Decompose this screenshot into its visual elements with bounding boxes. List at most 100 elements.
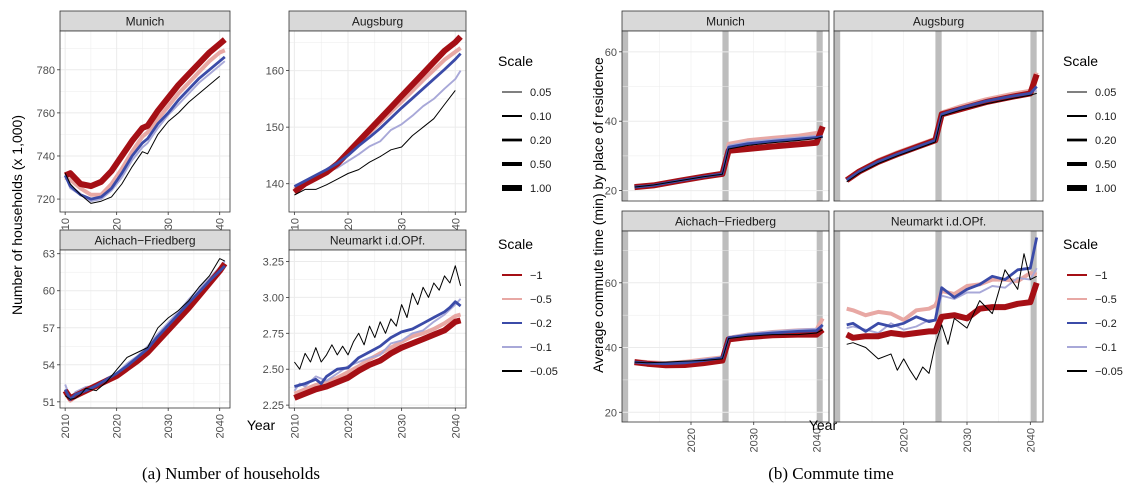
panel-border <box>59 249 231 409</box>
legend-label: −0.5 <box>1095 294 1117 306</box>
color-legend-title: Scale <box>498 236 533 252</box>
y-tick-label: 2.50 <box>263 364 284 376</box>
series-line-neg0.1 <box>64 260 226 400</box>
households-panel-3: Neumarkt i.d.OPf. 2.25 2.50 2.75 3.00 3.25 201… <box>263 229 467 438</box>
panel-title: Munich <box>706 15 745 29</box>
series-line-neg0.05 <box>846 92 1037 183</box>
shaded-region <box>816 31 823 201</box>
commute-y-axis-title: Average commute time (min) by place of r… <box>590 57 606 373</box>
legend-label: −0.2 <box>1095 318 1117 330</box>
households-panels: Munich 720 740 760 780 2010 2020 2030 2040 Augsbu… <box>37 10 467 438</box>
households-panel-1: Augsburg1401501602010202020302040 <box>266 10 467 242</box>
width-legend-title: Scale <box>1063 53 1098 69</box>
series-line-neg0.05 <box>634 136 823 188</box>
series-line-neg0.2 <box>293 52 462 188</box>
series-line-neg0.05 <box>64 75 221 204</box>
y-tick-label: 760 <box>37 108 55 120</box>
commute-panel-0: Munich 20 40 60 <box>605 10 830 202</box>
legend-label: 1.00 <box>530 183 551 195</box>
y-tick-label: 720 <box>37 194 55 206</box>
legend-label: 1.00 <box>1095 183 1116 195</box>
series-line-neg0.05 <box>846 253 1037 381</box>
y-tick-label: 57 <box>43 323 55 335</box>
panel-background <box>60 250 230 408</box>
x-tick-label: 2030 <box>962 428 974 452</box>
panel-border <box>288 249 467 409</box>
x-tick-label: 2030 <box>163 414 175 438</box>
shaded-region <box>834 31 841 201</box>
legend-label: 0.05 <box>530 87 551 99</box>
panel-border <box>621 230 830 423</box>
y-tick-label: 40 <box>605 116 617 128</box>
y-tick-label: 63 <box>43 249 55 261</box>
shaded-region <box>622 231 629 422</box>
panel-title: Augsburg <box>352 15 403 29</box>
legend-label: 0.20 <box>1095 135 1116 147</box>
panel-title: Neumarkt i.d.OPf. <box>891 215 986 229</box>
series-line-neg0.2 <box>63 265 226 401</box>
shaded-region <box>1030 231 1037 422</box>
x-tick-label: 2020 <box>899 428 911 452</box>
x-tick-label: 2010 <box>289 414 301 438</box>
y-tick-label: 54 <box>43 360 55 372</box>
households-panel-0: Munich7207407607802010202020302040 <box>37 10 231 242</box>
households-color-legend: Scale −1 −0.5 −0.2 −0.1 −0.05 <box>498 236 558 378</box>
y-tick-label: 780 <box>37 65 55 77</box>
legend-label: −0.5 <box>530 294 552 306</box>
commute-x-axis-title: Year <box>809 417 838 433</box>
shaded-region <box>834 231 841 422</box>
panel-title: Aichach−Friedberg <box>675 215 776 229</box>
y-tick-label: 140 <box>266 179 284 191</box>
y-tick-label: 40 <box>605 343 617 355</box>
width-legend-title: Scale <box>498 53 533 69</box>
legend-label: −1 <box>530 270 543 282</box>
commute-caption: (b) Commute time <box>768 464 894 483</box>
legend-label: 0.50 <box>1095 159 1116 171</box>
legend-label: −0.1 <box>530 342 552 354</box>
x-tick-label: 2020 <box>343 414 355 438</box>
x-tick-label: 2040 <box>1025 428 1037 452</box>
legend-label: 0.50 <box>530 159 551 171</box>
legend-label: −0.05 <box>530 366 558 378</box>
y-tick-label: 60 <box>605 278 617 290</box>
panel-title: Munich <box>126 15 165 29</box>
x-tick-label: 2040 <box>215 414 227 438</box>
series-line-neg0.05 <box>293 265 462 370</box>
x-tick-label: 2040 <box>450 414 462 438</box>
series-line-neg1 <box>292 34 463 195</box>
panel-border <box>621 30 830 202</box>
legend-label: −0.1 <box>1095 342 1117 354</box>
households-y-axis-title: Number of households (x 1,000) <box>9 115 25 315</box>
commute-chart: Munich204060AugsburgAichach−Friedberg204… <box>590 10 1044 483</box>
y-tick-label: 2.75 <box>263 328 284 340</box>
panel-title: Augsburg <box>913 15 964 29</box>
households-width-legend: Scale 0.05 0.10 0.20 0.50 1.00 <box>498 53 551 195</box>
x-tick-label: 2020 <box>686 428 698 452</box>
y-tick-label: 160 <box>266 66 284 78</box>
shaded-region <box>1030 31 1037 201</box>
legend-label: −0.2 <box>530 318 552 330</box>
x-tick-label: 2040 <box>811 428 823 452</box>
series-line-neg0.1 <box>293 298 462 392</box>
color-legend-title: Scale <box>1063 236 1098 252</box>
legend-label: 0.10 <box>1095 111 1116 123</box>
series-line-neg0.5 <box>64 48 226 197</box>
series-line-neg0.2 <box>63 55 226 201</box>
panel-border <box>288 30 467 213</box>
x-tick-label: 2030 <box>397 414 409 438</box>
series-line-neg1 <box>64 37 227 190</box>
legend-label: 0.05 <box>1095 87 1116 99</box>
commute-panel-3: Neumarkt i.d.OPf. 2020 2030 2040 <box>833 210 1044 452</box>
households-x-axis-title: Year <box>247 417 276 433</box>
y-tick-label: 60 <box>605 47 617 59</box>
shaded-region <box>622 31 629 201</box>
commute-width-legend: Scale 0.05 0.10 0.20 0.50 1.00 <box>1063 53 1116 195</box>
legend-label: 0.10 <box>530 111 551 123</box>
series-line-neg0.2 <box>294 300 462 388</box>
y-tick-label: 2.25 <box>263 400 284 412</box>
shaded-region <box>722 31 729 201</box>
panel-border <box>833 30 1044 202</box>
households-panel-2: Aichach−Friedberg 51 54 57 60 63 2010 2020 2030 2… <box>43 229 231 438</box>
y-tick-label: 20 <box>605 407 617 419</box>
